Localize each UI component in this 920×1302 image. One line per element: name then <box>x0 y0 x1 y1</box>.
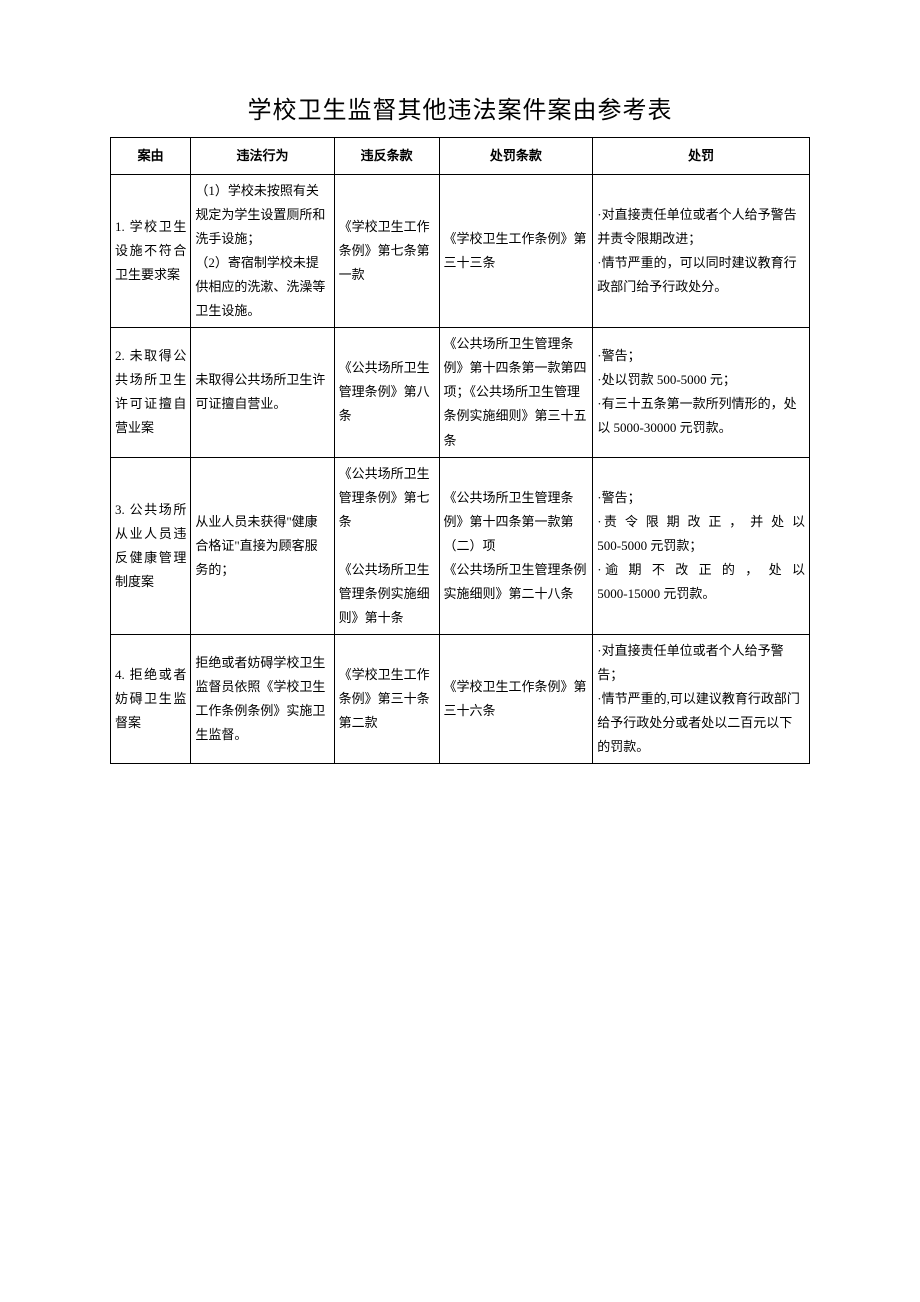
table-row: 3. 公共场所从业人员违反健康管理制度案 从业人员未获得"健康合格证"直接为顾客… <box>111 457 810 634</box>
header-violation: 违法行为 <box>191 138 334 175</box>
cell-case-cause: 1. 学校卫生设施不符合卫生要求案 <box>111 175 191 328</box>
cell-penalty-clause: 《公共场所卫生管理条例》第十四条第一款第（二）项《公共场所卫生管理条例实施细则》… <box>439 457 593 634</box>
table-body: 1. 学校卫生设施不符合卫生要求案 （1）学校未按照有关规定为学生设置厕所和洗手… <box>111 175 810 764</box>
cell-violated-clause: 《公共场所卫生管理条例》第八条 <box>334 328 439 457</box>
cell-violated-clause: 《学校卫生工作条例》第七条第一款 <box>334 175 439 328</box>
cell-case-cause: 3. 公共场所从业人员违反健康管理制度案 <box>111 457 191 634</box>
cell-violation: 未取得公共场所卫生许可证擅自营业。 <box>191 328 334 457</box>
reference-table: 案由 违法行为 违反条款 处罚条款 处罚 1. 学校卫生设施不符合卫生要求案 （… <box>110 137 810 764</box>
cell-penalty: ·对直接责任单位或者个人给予警告并责令限期改进；·情节严重的，可以同时建议教育行… <box>593 175 810 328</box>
cell-penalty: ·警告；·处以罚款 500-5000 元；·有三十五条第一款所列情形的，处以 5… <box>593 328 810 457</box>
cell-case-cause: 4. 拒绝或者妨碍卫生监督案 <box>111 634 191 763</box>
cell-violation: 从业人员未获得"健康合格证"直接为顾客服务的； <box>191 457 334 634</box>
cell-penalty-clause: 《学校卫生工作条例》第三十六条 <box>439 634 593 763</box>
table-row: 1. 学校卫生设施不符合卫生要求案 （1）学校未按照有关规定为学生设置厕所和洗手… <box>111 175 810 328</box>
cell-penalty: ·对直接责任单位或者个人给予警告；·情节严重的,可以建议教育行政部门给予行政处分… <box>593 634 810 763</box>
header-violated-clause: 违反条款 <box>334 138 439 175</box>
page-title: 学校卫生监督其他违法案件案由参考表 <box>110 90 810 125</box>
table-row: 4. 拒绝或者妨碍卫生监督案 拒绝或者妨碍学校卫生监督员依照《学校卫生工作条例条… <box>111 634 810 763</box>
cell-penalty-clause: 《公共场所卫生管理条例》第十四条第一款第四项；《公共场所卫生管理条例实施细则》第… <box>439 328 593 457</box>
cell-violated-clause: 《公共场所卫生管理条例》第七条《公共场所卫生管理条例实施细则》第十条 <box>334 457 439 634</box>
cell-violated-clause: 《学校卫生工作条例》第三十条第二款 <box>334 634 439 763</box>
table-row: 2. 未取得公共场所卫生许可证擅自营业案 未取得公共场所卫生许可证擅自营业。 《… <box>111 328 810 457</box>
cell-case-cause: 2. 未取得公共场所卫生许可证擅自营业案 <box>111 328 191 457</box>
header-penalty-clause: 处罚条款 <box>439 138 593 175</box>
table-header-row: 案由 违法行为 违反条款 处罚条款 处罚 <box>111 138 810 175</box>
header-penalty: 处罚 <box>593 138 810 175</box>
cell-violation: 拒绝或者妨碍学校卫生监督员依照《学校卫生工作条例条例》实施卫生监督。 <box>191 634 334 763</box>
cell-penalty: ·警告；·责 令 限 期 改 正 ， 并 处 以500-5000 元罚款；·逾 … <box>593 457 810 634</box>
cell-violation: （1）学校未按照有关规定为学生设置厕所和洗手设施；（2）寄宿制学校未提供相应的洗… <box>191 175 334 328</box>
cell-penalty-clause: 《学校卫生工作条例》第三十三条 <box>439 175 593 328</box>
header-case-cause: 案由 <box>111 138 191 175</box>
